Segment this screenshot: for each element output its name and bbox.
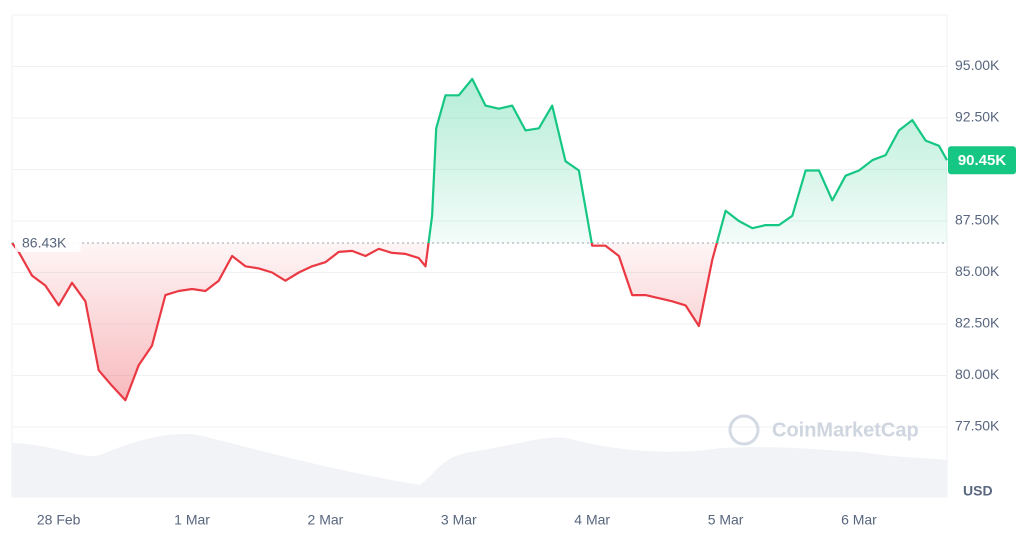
- watermark: CoinMarketCap: [728, 414, 919, 446]
- current-price-badge: [948, 146, 1016, 175]
- x-tick-label: 28 Feb: [37, 512, 81, 528]
- current-price-label: 90.45K: [958, 152, 1007, 169]
- watermark-logo: [728, 414, 760, 446]
- x-tick-label: 1 Mar: [174, 512, 210, 528]
- x-tick-label: 5 Mar: [708, 512, 744, 528]
- baseline-label: 86.43K: [22, 235, 67, 251]
- x-tick-label: 4 Mar: [574, 512, 610, 528]
- x-tick-label: 6 Mar: [841, 512, 877, 528]
- y-tick-label: 92.50K: [955, 109, 1000, 125]
- baseline-label-bg: [15, 234, 81, 253]
- watermark-text: CoinMarketCap: [772, 419, 919, 441]
- price-area: [12, 78, 947, 401]
- y-tick-label: 77.50K: [955, 418, 1000, 434]
- x-tick-label: 2 Mar: [308, 512, 344, 528]
- volume-area: [12, 434, 947, 497]
- y-tick-label: 80.00K: [955, 366, 1000, 382]
- y-tick-label: 95.00K: [955, 57, 1000, 73]
- x-tick-label: 3 Mar: [441, 512, 477, 528]
- y-tick-label: 87.50K: [955, 212, 1000, 228]
- price-line: [11, 77, 948, 402]
- y-unit: USD: [963, 483, 993, 499]
- y-tick-label: 82.50K: [955, 315, 1000, 331]
- y-tick-label: 85.00K: [955, 263, 1000, 279]
